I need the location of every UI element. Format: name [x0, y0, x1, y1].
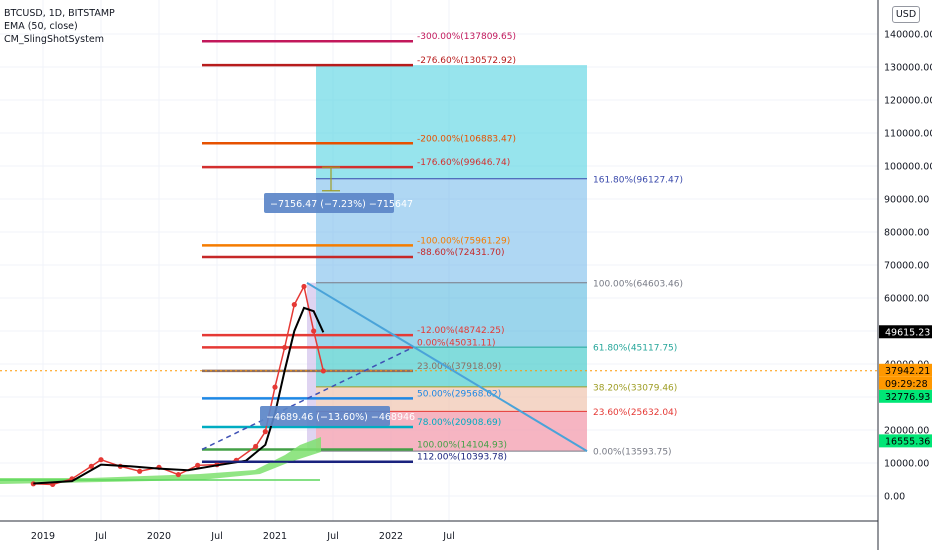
price-point — [262, 429, 268, 435]
fib-extension-label: 100.00%(14104.93) — [417, 440, 507, 450]
price-tag-bg — [879, 363, 932, 377]
price-tag-label: 37942.21 — [885, 366, 930, 377]
measure-label: −4689.46 (−13.60%) −468946 — [266, 412, 415, 423]
price-point — [282, 344, 288, 351]
y-tick-label: 80000.00 — [884, 228, 929, 239]
x-tick-label: 2019 — [31, 531, 55, 542]
trend-line-dashed — [201, 346, 414, 451]
ema-line — [33, 306, 325, 485]
currency-button[interactable]: USD — [892, 6, 920, 23]
y-tick-label: 60000.00 — [884, 294, 929, 305]
price-tag-bg — [879, 434, 932, 448]
y-tick-label: 10000.00 — [884, 459, 929, 470]
x-tick-label: 2021 — [263, 531, 287, 542]
x-tick-label: Jul — [94, 531, 106, 542]
fib-retracement-label: 100.00%(64603.46) — [593, 279, 683, 289]
fib-zone-618 — [316, 347, 587, 387]
trend-line-down — [306, 281, 588, 452]
fib-retracement-label: 161.80%(96127.47) — [593, 175, 683, 185]
y-tick-label: 90000.00 — [884, 195, 929, 206]
chart-legend: BTCUSD, 1D, BITSTAMP EMA (50, close) CM_… — [4, 7, 115, 46]
fib-retracement-label: 38.20%(33079.46) — [593, 383, 677, 393]
fib-extension-label: -100.00%(75961.29) — [417, 236, 510, 246]
price-tag-label: 32776.93 — [885, 392, 930, 403]
fib-extension-label: -300.00%(137809.65) — [417, 32, 516, 42]
price-point — [175, 471, 181, 478]
x-tick-label: Jul — [442, 531, 454, 542]
series-layer — [0, 283, 878, 488]
x-tick-label: Jul — [210, 531, 222, 542]
y-tick-label: 20000.00 — [884, 426, 929, 437]
price-tag-label: 49615.23 — [885, 327, 930, 338]
y-tick-label: 0.00 — [884, 492, 905, 503]
x-tick-label: 2022 — [379, 531, 403, 542]
symbol-title[interactable]: BTCUSD, 1D, BITSTAMP — [4, 8, 115, 19]
fib-extension-label: 50.00%(29568.02) — [417, 389, 501, 399]
price-point — [311, 328, 317, 334]
fib-zone-upper — [316, 65, 587, 179]
fib-extension-label: 0.00%(45031.11) — [417, 338, 496, 348]
fib-extension-label: -12.00%(48742.25) — [417, 326, 505, 336]
price-point — [98, 457, 104, 463]
price-tag-label: 09:29:28 — [885, 379, 928, 390]
fib-extension-label: 78.00%(20908.69) — [417, 418, 501, 428]
price-tag-bg — [879, 389, 932, 403]
price-tag-bg — [879, 325, 932, 339]
price-point — [253, 443, 259, 450]
y-tick-label: 70000.00 — [884, 261, 929, 272]
ema-indicator-label[interactable]: EMA (50, close) — [4, 21, 78, 32]
slingshot-band — [0, 437, 321, 484]
fib-retracement-label: 0.00%(13593.75) — [593, 448, 672, 458]
measure-box — [264, 193, 394, 213]
price-line — [33, 284, 325, 486]
price-point — [137, 468, 143, 474]
price-point — [88, 463, 94, 469]
y-tick-label: 100000.00 — [884, 162, 932, 173]
fib-extension-label: -176.60%(99646.74) — [417, 158, 510, 168]
fib-extension-label: -276.60%(130572.92) — [417, 56, 516, 66]
fib-extension-label: -200.00%(106883.47) — [417, 134, 516, 144]
price-tag-bg — [879, 376, 932, 390]
fib-retracement-label: 61.80%(45117.75) — [593, 344, 677, 354]
price-point — [301, 283, 307, 290]
fib-zone-strip — [307, 282, 316, 452]
fib-extension-label: 112.00%(10393.78) — [417, 453, 507, 463]
price-axis-bg — [878, 0, 932, 550]
fib-retracement-label: 23.60%(25632.04) — [593, 408, 677, 418]
slingshot-indicator-label[interactable]: CM_SlingShotSystem — [4, 34, 104, 45]
y-tick-label: 120000.00 — [884, 96, 932, 107]
price-point — [291, 302, 297, 308]
x-tick-label: 2020 — [147, 531, 171, 542]
y-tick-label: 110000.00 — [884, 129, 932, 140]
price-tag-label: 16555.36 — [885, 436, 930, 447]
y-tick-label: 140000.00 — [884, 30, 932, 41]
price-point — [272, 384, 278, 390]
annotation-layer: −7156.47 (−7.23%) −715647 −4689.46 (−13.6… — [201, 166, 588, 463]
fib-extension-label: -88.60%(72431.70) — [417, 248, 505, 258]
price-point — [195, 462, 201, 468]
measure-box — [260, 406, 390, 426]
y-tick-label: 130000.00 — [884, 63, 932, 74]
x-tick-label: Jul — [326, 531, 338, 542]
measure-label: −7156.47 (−7.23%) −715647 — [270, 199, 413, 210]
price-point — [320, 368, 326, 374]
fib-extension-label: 23.00%(37918.09) — [417, 362, 501, 372]
